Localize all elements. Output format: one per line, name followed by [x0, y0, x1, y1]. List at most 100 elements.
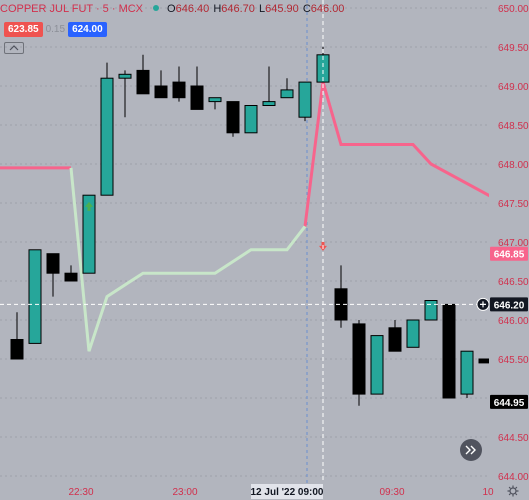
candle[interactable] [226, 101, 240, 137]
bull-candle-body [82, 194, 96, 274]
time-tick-label: 10 [482, 487, 494, 498]
price-tick-label: 647.00 [498, 238, 529, 249]
price-tick-label: 649.50 [498, 43, 529, 54]
buy-button[interactable]: 624.00 [68, 22, 107, 37]
candle[interactable] [424, 300, 438, 321]
time-tick-label: 23:00 [172, 487, 197, 498]
time-tick: 22:30 [68, 487, 93, 498]
supertrend-down-line [303, 81, 529, 256]
candle[interactable] [298, 81, 312, 122]
ohlc-low: L645.90 [258, 3, 299, 15]
last-close-price-label: 644.95 [490, 394, 528, 409]
price-axis[interactable]: 650.00 649.50 649.00 648.50 648.00 647.50 647.… [489, 0, 529, 483]
candle[interactable] [244, 105, 258, 134]
symbol-title[interactable]: COPPER JUL FUT · 5 · MCX [0, 3, 144, 15]
supertrend-lines [0, 81, 529, 352]
crosshair-price-label: 646.20 [490, 297, 528, 312]
bear-candle-body [172, 81, 186, 99]
chevron-up-icon [9, 45, 19, 51]
bear-candle-body [154, 85, 168, 99]
bull-candle-body [100, 77, 114, 196]
time-axis[interactable]: 22:30 23:00 12 Jul '22 09:00 09:30 10 [0, 483, 529, 500]
time-tick: 23:00 [172, 487, 197, 498]
bear-candle-body [226, 101, 240, 134]
time-tick: 12 Jul '22 09:00 [251, 484, 324, 499]
candle[interactable] [280, 78, 294, 99]
candle[interactable] [334, 265, 348, 328]
spread-value: 0.15 [45, 24, 66, 35]
price-tick-label: 644.00 [498, 472, 529, 483]
candles[interactable] [10, 47, 529, 406]
candle[interactable] [460, 350, 474, 398]
collapse-legend-button[interactable] [4, 42, 24, 54]
bull-candle-body [244, 105, 258, 134]
crosshair-price-label-text: 646.20 [494, 300, 525, 311]
bear-candle-body [352, 323, 366, 395]
ohlc-high: H646.70 [213, 3, 255, 15]
double-chevron-right-icon [465, 445, 476, 455]
price-tick-label: 650.00 [498, 4, 529, 15]
candle[interactable] [136, 54, 150, 95]
candle[interactable] [172, 66, 186, 102]
chart-settings-button[interactable] [506, 484, 520, 498]
buy-arrow-icon [85, 201, 93, 211]
bear-candle-body [46, 253, 60, 274]
bear-candle-body [388, 327, 402, 352]
last-close-price-label-text: 644.95 [494, 398, 525, 409]
price-tick-label: 648.00 [498, 160, 529, 171]
plus-sign [480, 301, 486, 308]
candle[interactable] [118, 70, 132, 118]
supertrend-price-label-text: 646.85 [494, 250, 525, 261]
candle[interactable] [370, 335, 384, 395]
candle[interactable] [100, 62, 114, 196]
bull-candle-body [316, 54, 330, 83]
supertrend-price-label-bg [490, 246, 528, 261]
candle[interactable] [352, 320, 366, 406]
candle[interactable] [28, 249, 42, 344]
candle[interactable] [46, 253, 60, 297]
supertrend-up-line [69, 167, 307, 352]
candle[interactable] [262, 66, 276, 106]
time-tick: 10 [482, 487, 494, 498]
bull-candle-body [262, 101, 276, 106]
ohlc-open: O646.40 [167, 3, 210, 15]
price-axis-labels: 646.85 646.20 644.95 [490, 246, 528, 409]
candle[interactable] [154, 70, 168, 99]
time-tick-label: 12 Jul '22 09:00 [251, 487, 324, 498]
ohlc-close: C646.00 [302, 3, 345, 15]
price-tick-label: 648.50 [498, 121, 529, 132]
bull-candle-body [118, 73, 132, 79]
gear-icon [507, 485, 519, 497]
time-tick-label: 09:30 [379, 487, 404, 498]
price-tick-label: 646.50 [498, 277, 529, 288]
bull-candle-body [28, 249, 42, 344]
plus-circle-icon[interactable] [476, 297, 490, 311]
bear-candle-body [136, 69, 150, 95]
candle[interactable] [388, 320, 402, 352]
last-close-price-label-bg [490, 394, 528, 409]
grid-lines [0, 7, 489, 477]
time-tick: 09:30 [379, 487, 404, 498]
bull-candle-body [460, 350, 474, 395]
bear-candle-body [10, 339, 24, 360]
candle[interactable] [208, 97, 222, 110]
candle[interactable] [10, 312, 24, 360]
candle[interactable] [442, 303, 456, 399]
candle[interactable] [406, 319, 420, 348]
scroll-to-latest-button[interactable] [460, 439, 482, 461]
bull-candle-body [424, 300, 438, 321]
bear-candle-body [190, 85, 204, 110]
bull-candle-body [280, 89, 294, 99]
crosshair-price-label-bg [490, 297, 528, 312]
price-tick-label: 645.50 [498, 355, 529, 366]
bear-candle-body [64, 272, 78, 282]
time-tick-label: 22:30 [68, 487, 93, 498]
market-status-dot [153, 5, 160, 11]
sell-button[interactable]: 623.85 [4, 22, 43, 37]
supertrend-price-label: 646.85 [490, 246, 528, 261]
candle[interactable] [64, 265, 78, 282]
candle[interactable] [190, 66, 204, 110]
price-tick-label: 647.50 [498, 199, 529, 210]
